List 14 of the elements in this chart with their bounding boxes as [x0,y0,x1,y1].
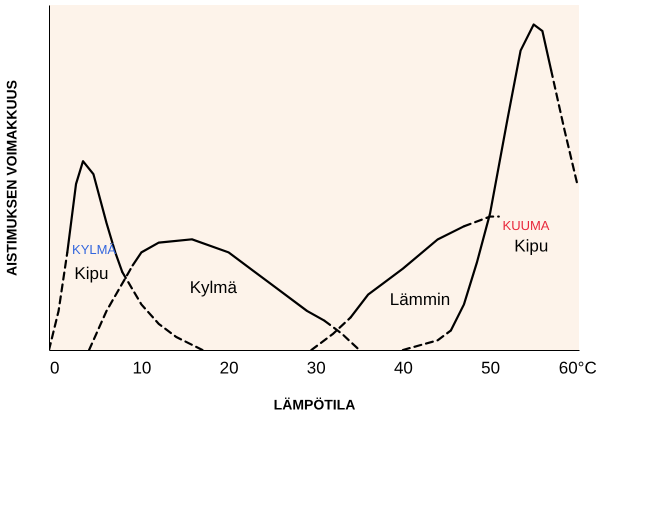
annotation: KUUMA [502,218,550,233]
x-tick-label: 50 [481,358,500,378]
x-tick-label: 60°C [558,358,597,378]
x-tick-label: 20 [220,358,239,378]
x-tick-label: 10 [132,358,152,378]
annotation: Lämmin [390,290,450,309]
x-tick-label: 0 [50,358,60,378]
annotation: Kipu [74,264,108,284]
y-axis-title: AISTIMUKSEN VOIMAKKUUS [4,80,20,276]
x-axis-title: LÄMPÖTILA [274,396,356,412]
x-tick-label: 40 [394,358,413,378]
x-tick-label: 30 [306,358,326,378]
annotation: Kylmä [190,278,238,297]
annotation: Kipu [514,236,548,256]
